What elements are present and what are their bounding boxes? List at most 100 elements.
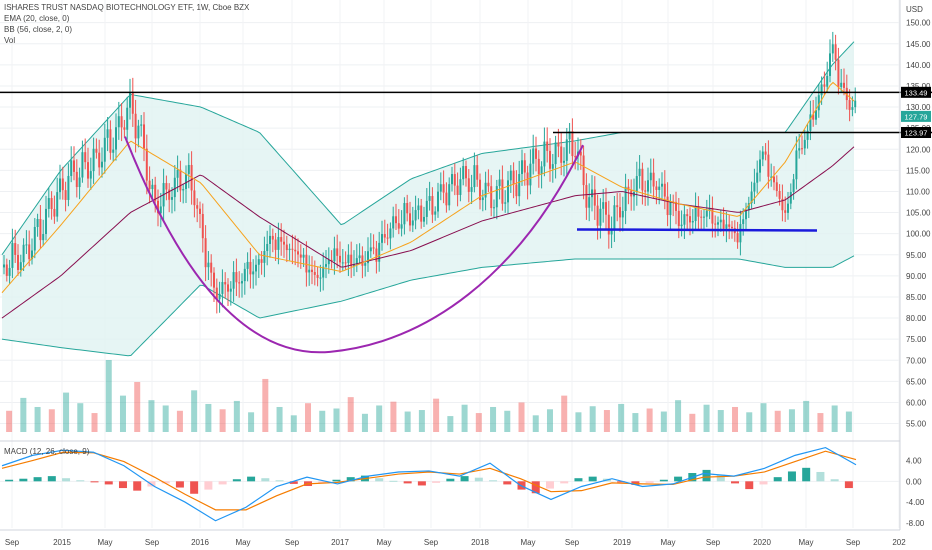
time-tick-label: 2016 xyxy=(191,538,209,547)
candle-body xyxy=(199,208,201,214)
candle-body xyxy=(784,210,787,213)
candle-body xyxy=(719,219,722,223)
candle-body xyxy=(252,271,255,275)
candle-body xyxy=(437,191,439,212)
volume-bar xyxy=(546,409,553,432)
candle-body xyxy=(854,100,857,108)
candle-body xyxy=(680,224,683,227)
candle-body xyxy=(493,207,495,209)
macd-tick-label: -4.00 xyxy=(906,498,925,507)
macd-histogram-bar xyxy=(232,479,241,482)
candle-body xyxy=(753,182,756,192)
volume-bar xyxy=(475,413,482,432)
candle-body xyxy=(467,178,470,192)
macd-histogram-bar xyxy=(133,481,142,491)
candle-body xyxy=(117,116,120,128)
candle-body xyxy=(476,165,479,180)
candle-body xyxy=(151,184,154,190)
candle-body xyxy=(507,180,509,203)
support-line xyxy=(576,228,818,232)
candle-body xyxy=(742,219,745,225)
candle-body xyxy=(644,190,647,192)
candle-body xyxy=(789,192,792,204)
macd-histogram-bar xyxy=(545,481,554,489)
candle-body xyxy=(364,263,367,266)
candle-body xyxy=(297,251,299,255)
candle-body xyxy=(229,288,232,292)
candle-body xyxy=(11,243,14,268)
candle-body xyxy=(764,151,767,155)
candle-body xyxy=(439,184,442,192)
candle-body xyxy=(574,156,577,158)
candle-body xyxy=(406,202,409,214)
candle-body xyxy=(565,139,568,161)
candle-body xyxy=(336,248,339,256)
candle-body xyxy=(311,269,313,272)
macd-histogram-bar xyxy=(787,471,796,482)
candle-body xyxy=(442,184,445,193)
price-tick-label: 140.00 xyxy=(906,61,931,70)
candle-body xyxy=(596,205,599,226)
candle-body xyxy=(448,184,451,206)
candle-body xyxy=(227,284,229,292)
candle-body xyxy=(22,244,25,263)
candle-body xyxy=(157,200,159,214)
price-tick-label: 110.00 xyxy=(906,187,930,196)
candle-body xyxy=(283,241,285,245)
candle-body xyxy=(453,174,456,186)
currency-label: USD xyxy=(906,5,923,14)
candle-body xyxy=(8,267,11,276)
candle-body xyxy=(179,169,182,191)
macd-histogram-bar xyxy=(247,476,256,482)
bb-basis-line xyxy=(1,146,855,319)
volume-bar xyxy=(532,415,539,432)
candle-body xyxy=(129,92,131,108)
candle-body xyxy=(610,228,613,235)
candle-body xyxy=(425,200,428,217)
candle-body xyxy=(159,206,162,214)
candle-body xyxy=(739,224,742,243)
candle-body xyxy=(683,214,686,225)
volume-bar xyxy=(162,405,169,432)
candle-body xyxy=(308,269,311,273)
candle-body xyxy=(490,186,493,209)
time-tick-label: 202 xyxy=(892,538,906,547)
candle-body xyxy=(19,262,22,270)
candle-body xyxy=(361,255,364,266)
macd-histogram-bar xyxy=(432,481,441,483)
candle-body xyxy=(462,166,465,180)
candle-body xyxy=(501,179,504,204)
time-tick-label: May xyxy=(520,538,535,547)
macd-histogram-bar xyxy=(489,480,498,482)
candle-body xyxy=(339,255,341,263)
candle-body xyxy=(579,151,582,156)
price-tick-label: 80.00 xyxy=(906,314,927,323)
candle-body xyxy=(224,282,227,285)
candle-body xyxy=(95,148,98,153)
candle-body xyxy=(798,148,801,151)
candle-body xyxy=(820,84,823,96)
candle-body xyxy=(182,189,185,191)
candle-body xyxy=(487,182,490,187)
volume-bar xyxy=(20,397,27,432)
candle-body xyxy=(803,139,806,149)
macd-histogram-bar xyxy=(560,481,569,484)
candle-body xyxy=(269,235,271,244)
candle-body xyxy=(512,170,515,185)
candle-body xyxy=(350,254,353,267)
candle-body xyxy=(795,150,798,180)
volume-bar xyxy=(589,406,596,432)
time-tick-label: May xyxy=(660,538,675,547)
candle-body xyxy=(459,179,462,195)
volume-bar xyxy=(618,403,625,432)
candle-body xyxy=(669,201,672,216)
macd-histogram-bar xyxy=(446,478,455,482)
price-tick-label: 95.00 xyxy=(906,251,927,260)
candle-body xyxy=(560,146,563,163)
price-tick-label: 55.00 xyxy=(906,420,927,429)
candle-body xyxy=(714,223,717,225)
candle-body xyxy=(235,272,238,283)
volume-bar xyxy=(34,406,41,432)
volume-bar xyxy=(632,413,639,432)
